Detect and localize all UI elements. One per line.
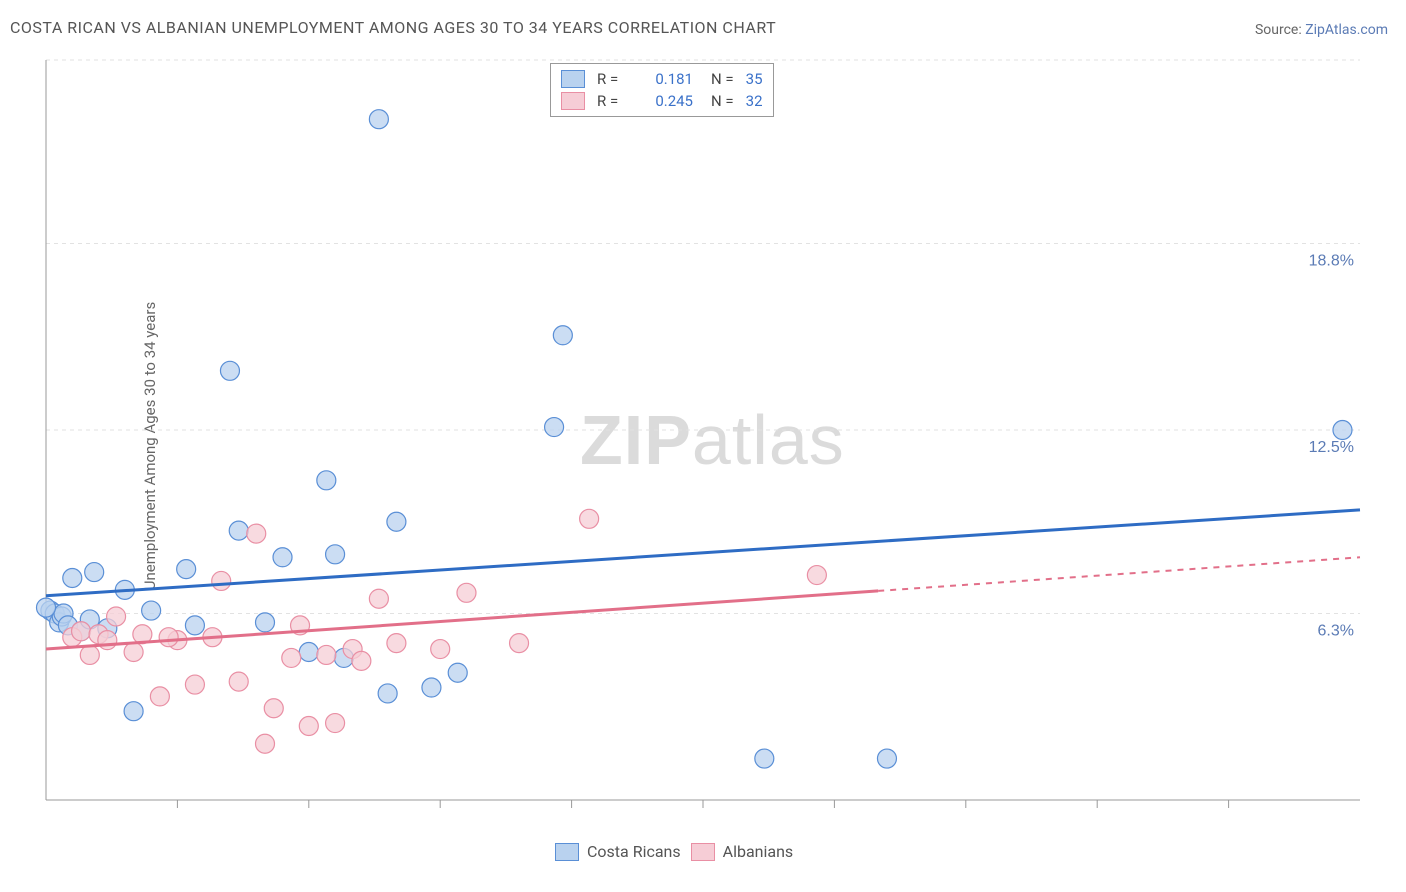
- series-legend: Costa Ricans Albanians: [555, 842, 793, 861]
- n-label: N =: [711, 70, 734, 88]
- n-value: 35: [746, 70, 763, 88]
- series-legend-item: Costa Ricans: [555, 842, 681, 861]
- legend-swatch: [691, 843, 715, 861]
- svg-text:12.5%: 12.5%: [1309, 439, 1354, 456]
- legend-swatch: [561, 70, 585, 88]
- series-legend-item: Albanians: [691, 842, 794, 861]
- legend-swatch: [555, 843, 579, 861]
- svg-text:6.3%: 6.3%: [1318, 623, 1354, 640]
- scatter-chart: 6.3% 12.5% 18.8%: [0, 0, 1406, 892]
- legend-row: R = 0.181 N = 35: [561, 68, 763, 90]
- r-label: R =: [597, 70, 627, 88]
- legend-row: R = 0.245 N = 32: [561, 90, 763, 112]
- correlation-legend: R = 0.181 N = 35 R = 0.245 N = 32: [550, 63, 774, 117]
- series-name: Albanians: [723, 842, 794, 861]
- series-name: Costa Ricans: [587, 842, 681, 861]
- n-label: N =: [711, 92, 734, 110]
- r-label: R =: [597, 92, 627, 110]
- legend-swatch: [561, 92, 585, 110]
- n-value: 32: [746, 92, 763, 110]
- r-value: 0.245: [633, 92, 693, 110]
- svg-text:18.8%: 18.8%: [1309, 253, 1354, 270]
- r-value: 0.181: [633, 70, 693, 88]
